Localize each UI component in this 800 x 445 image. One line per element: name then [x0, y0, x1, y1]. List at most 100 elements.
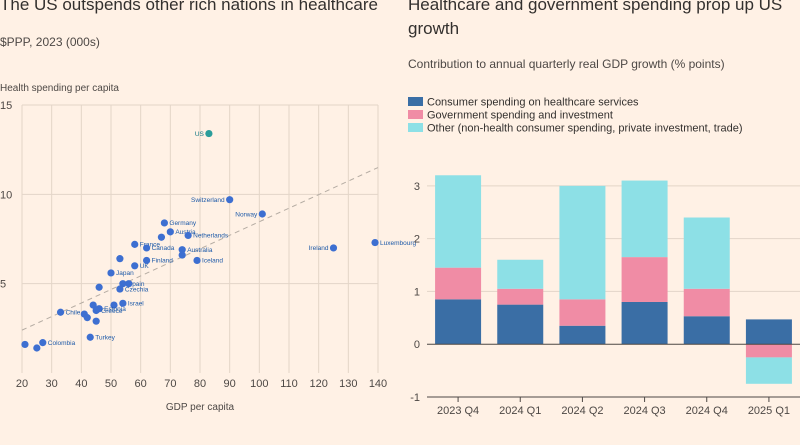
bar-x-tick-label: 2025 Q1	[748, 405, 790, 417]
bar-segment-2024-q1-s2	[497, 288, 544, 305]
scatter-point-label-spain: Spain	[128, 281, 145, 288]
scatter-point-uk	[131, 262, 139, 270]
bar-segment-2025-q1-s1	[745, 319, 792, 345]
scatter-x-tick-label: 110	[280, 378, 298, 390]
scatter-point-chile	[56, 308, 65, 316]
scatter-point-norway	[258, 210, 266, 218]
scatter-point	[89, 301, 97, 309]
scatter-x-axis-label: GDP per capita	[166, 402, 235, 413]
scatter-point-france	[131, 240, 139, 248]
scatter-point-label-austria: Austria	[175, 229, 196, 236]
scatter-point-label-norway: Norway	[235, 211, 258, 218]
scatter-ticks: 20 30 40 50 60 70 80 90 100 110 120 130 140 5 10 15	[0, 100, 387, 390]
bar-segment-2023-q4-s2	[435, 267, 482, 300]
bar-segment-2024-q3-s2	[621, 257, 668, 302]
bar-y-tick-label: 1	[414, 286, 420, 298]
scatter-y-tick-label: 5	[0, 279, 6, 291]
scatter-x-tick-label: 50	[105, 378, 117, 390]
bar-segment-2025-q1-s3	[745, 357, 792, 384]
scatter-x-tick-label: 100	[250, 378, 268, 390]
scatter-point	[92, 317, 100, 325]
bar-x-tick-label: 2024 Q2	[561, 405, 603, 417]
bar-segment-2024-q2-s3	[559, 185, 606, 300]
scatter-point-label-colombia: Colombia	[48, 340, 76, 347]
legend-swatch-3	[408, 123, 423, 132]
scatter-point-us	[205, 129, 213, 138]
bar-subtitle: Contribution to annual quarterly real GD…	[408, 57, 725, 71]
scatter-point-label-switzerland: Switzerland	[191, 197, 225, 204]
bar-grid	[427, 185, 800, 398]
scatter-point	[83, 314, 91, 322]
scatter-x-tick-label: 90	[224, 378, 236, 390]
scatter-point	[116, 255, 124, 263]
scatter-point-israel	[119, 299, 127, 307]
scatter-point-luxembourg	[371, 238, 379, 247]
scatter-point-label-greece: Greece	[101, 308, 123, 315]
scatter-x-tick-label: 60	[135, 378, 147, 390]
scatter-point-canada	[143, 244, 151, 252]
bar-segment-2023-q4-s3	[435, 175, 482, 268]
bar-segment-2024-q1-s3	[497, 259, 544, 289]
scatter-trend	[21, 167, 379, 331]
bar-x-tick-label: 2024 Q4	[686, 405, 728, 417]
bar-y-tick-label: -1	[410, 392, 420, 404]
scatter-point-label-luxembourg: Luxembourg	[380, 240, 417, 247]
scatter-point-ireland	[329, 244, 338, 252]
scatter-x-tick-label: 70	[164, 378, 176, 390]
scatter-point-switzerland	[226, 196, 234, 204]
scatter-x-tick-label: 20	[16, 378, 28, 390]
scatter-point-label-turkey: Turkey	[95, 335, 115, 342]
scatter-point-iceland	[193, 256, 201, 265]
scatter-trend-line	[21, 167, 379, 331]
scatter-point-label-czechia: Czechia	[125, 286, 149, 293]
scatter-x-tick-label: 40	[75, 378, 87, 390]
scatter-point-japan	[107, 269, 115, 277]
bar-title-line2: growth	[408, 19, 459, 38]
legend-label-2: Government spending and investment	[427, 110, 613, 122]
scatter-point-label-iceland: Iceland	[202, 258, 223, 265]
scatter-y-tick-label: 10	[0, 189, 12, 201]
bar-y-tick-label: 2	[414, 234, 420, 246]
scatter-point-greece	[92, 306, 100, 315]
bar-segment-2024-q4-s1	[683, 316, 730, 345]
scatter-point-netherlands	[184, 231, 192, 240]
scatter-point-label-estonia: Estonia	[104, 306, 126, 313]
scatter-point-turkey	[86, 333, 94, 341]
scatter-point	[157, 233, 166, 241]
bar-title-line1: Healthcare and government spending prop …	[408, 0, 782, 14]
scatter-point-colombia	[39, 339, 47, 347]
scatter-point	[110, 301, 118, 309]
bar-segment-2024-q2-s2	[559, 299, 606, 326]
bar-segment-2024-q1-s1	[497, 304, 544, 345]
bar-segment-2024-q3-s3	[621, 180, 668, 258]
scatter-y-tick-label: 15	[0, 100, 12, 112]
scatter-point	[33, 344, 41, 352]
bar-x-tick-label: 2023 Q4	[437, 405, 479, 417]
scatter-grid	[21, 104, 379, 373]
scatter-point-germany	[160, 219, 168, 227]
scatter-point-label-israel: Israel	[128, 301, 144, 308]
scatter-point-czechia	[116, 285, 124, 293]
scatter-point-label-uk: UK	[140, 263, 150, 270]
scatter-point	[21, 340, 29, 349]
scatter-point-label-netherlands: Netherlands	[193, 233, 229, 240]
scatter-point-label-canada: Canada	[152, 245, 175, 252]
scatter-point-label-australia: Australia	[187, 247, 213, 254]
scatter-point	[178, 251, 186, 259]
scatter-point-label-us: US	[195, 131, 205, 138]
scatter-point	[125, 280, 133, 288]
scatter-point-label-japan: Japan	[116, 270, 134, 277]
scatter-point-spain	[119, 280, 127, 288]
scatter-point-label-france: France	[140, 242, 161, 249]
scatter-point-label-finland: Finland	[152, 258, 174, 265]
bar-x-tick-label: 2024 Q3	[623, 405, 665, 417]
scatter-x-tick-label: 30	[46, 378, 58, 390]
legend-label-1: Consumer spending on healthcare services	[427, 97, 639, 109]
bar-segment-2024-q3-s1	[621, 301, 668, 345]
scatter-y-axis-label: Health spending per capita	[0, 83, 119, 94]
bar-bars	[435, 175, 792, 384]
bar-segment-2025-q1-s2	[745, 344, 792, 358]
bar-ticks: -1 0 1 2 3 2023 Q4 2024 Q1 2024 Q2 2024 Q3 2024 Q…	[410, 181, 800, 417]
